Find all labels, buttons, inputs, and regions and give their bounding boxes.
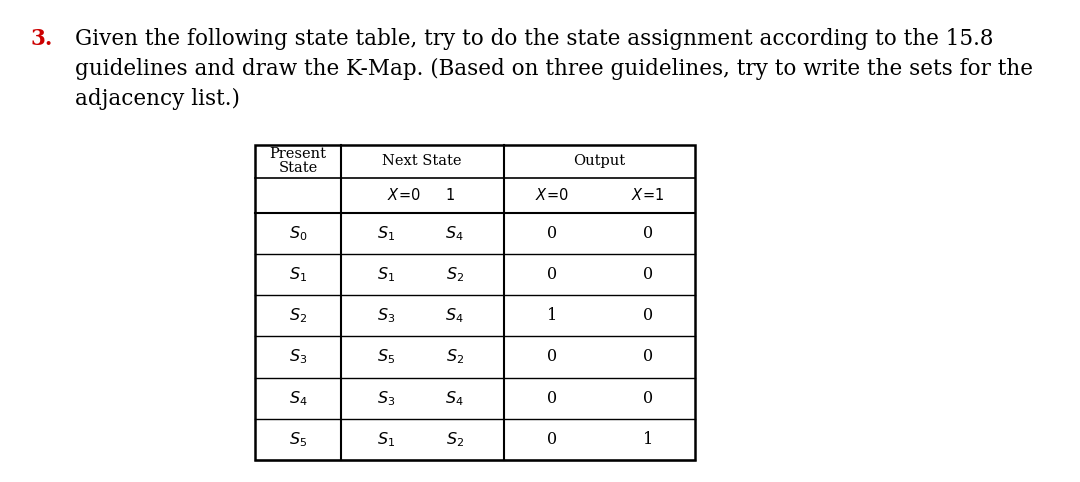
Text: 0: 0 bbox=[546, 389, 557, 407]
Text: $X\!=\!0$: $X\!=\!0$ bbox=[535, 187, 569, 203]
Text: State: State bbox=[279, 161, 318, 175]
Text: $S_{5}$: $S_{5}$ bbox=[377, 348, 395, 366]
Text: Next State: Next State bbox=[382, 154, 462, 168]
Text: $X\!=\!1$: $X\!=\!1$ bbox=[631, 187, 664, 203]
Text: $X\!=\!0$: $X\!=\!0$ bbox=[387, 187, 421, 203]
Text: $S_{2}$: $S_{2}$ bbox=[288, 307, 307, 325]
Text: 1: 1 bbox=[546, 307, 557, 324]
Text: 0: 0 bbox=[546, 266, 557, 283]
Text: 0: 0 bbox=[546, 348, 557, 365]
Text: $S_{1}$: $S_{1}$ bbox=[288, 265, 307, 284]
Text: $1$: $1$ bbox=[445, 187, 455, 203]
Text: $S_{0}$: $S_{0}$ bbox=[288, 224, 307, 242]
Text: 1: 1 bbox=[643, 431, 652, 448]
Text: $S_{4}$: $S_{4}$ bbox=[288, 389, 307, 408]
Text: $S_{1}$: $S_{1}$ bbox=[377, 430, 395, 449]
Text: $S_{3}$: $S_{3}$ bbox=[288, 348, 307, 366]
Text: adjacency list.): adjacency list.) bbox=[75, 88, 240, 110]
Text: $S_{3}$: $S_{3}$ bbox=[377, 307, 395, 325]
Bar bbox=[255, 145, 696, 460]
Text: $S_{5}$: $S_{5}$ bbox=[288, 430, 307, 449]
Text: 0: 0 bbox=[643, 225, 652, 242]
Text: Given the following state table, try to do the state assignment according to the: Given the following state table, try to … bbox=[75, 28, 994, 50]
Text: $S_{4}$: $S_{4}$ bbox=[445, 389, 464, 408]
Text: $S_{2}$: $S_{2}$ bbox=[446, 348, 463, 366]
Text: $S_{2}$: $S_{2}$ bbox=[446, 430, 463, 449]
Text: $S_{4}$: $S_{4}$ bbox=[445, 224, 464, 242]
Text: 0: 0 bbox=[643, 266, 652, 283]
Text: $S_{3}$: $S_{3}$ bbox=[377, 389, 395, 408]
Text: guidelines and draw the K-Map. (Based on three guidelines, try to write the sets: guidelines and draw the K-Map. (Based on… bbox=[75, 58, 1032, 80]
Text: $S_{4}$: $S_{4}$ bbox=[445, 307, 464, 325]
Text: $S_{1}$: $S_{1}$ bbox=[377, 224, 395, 242]
Text: 3.: 3. bbox=[30, 28, 52, 50]
Text: 0: 0 bbox=[643, 389, 652, 407]
Text: 0: 0 bbox=[546, 225, 557, 242]
Text: Present: Present bbox=[269, 147, 326, 161]
Text: Output: Output bbox=[573, 154, 625, 168]
Text: 0: 0 bbox=[643, 307, 652, 324]
Text: $S_{2}$: $S_{2}$ bbox=[446, 265, 463, 284]
Text: $S_{1}$: $S_{1}$ bbox=[377, 265, 395, 284]
Text: 0: 0 bbox=[643, 348, 652, 365]
Text: 0: 0 bbox=[546, 431, 557, 448]
